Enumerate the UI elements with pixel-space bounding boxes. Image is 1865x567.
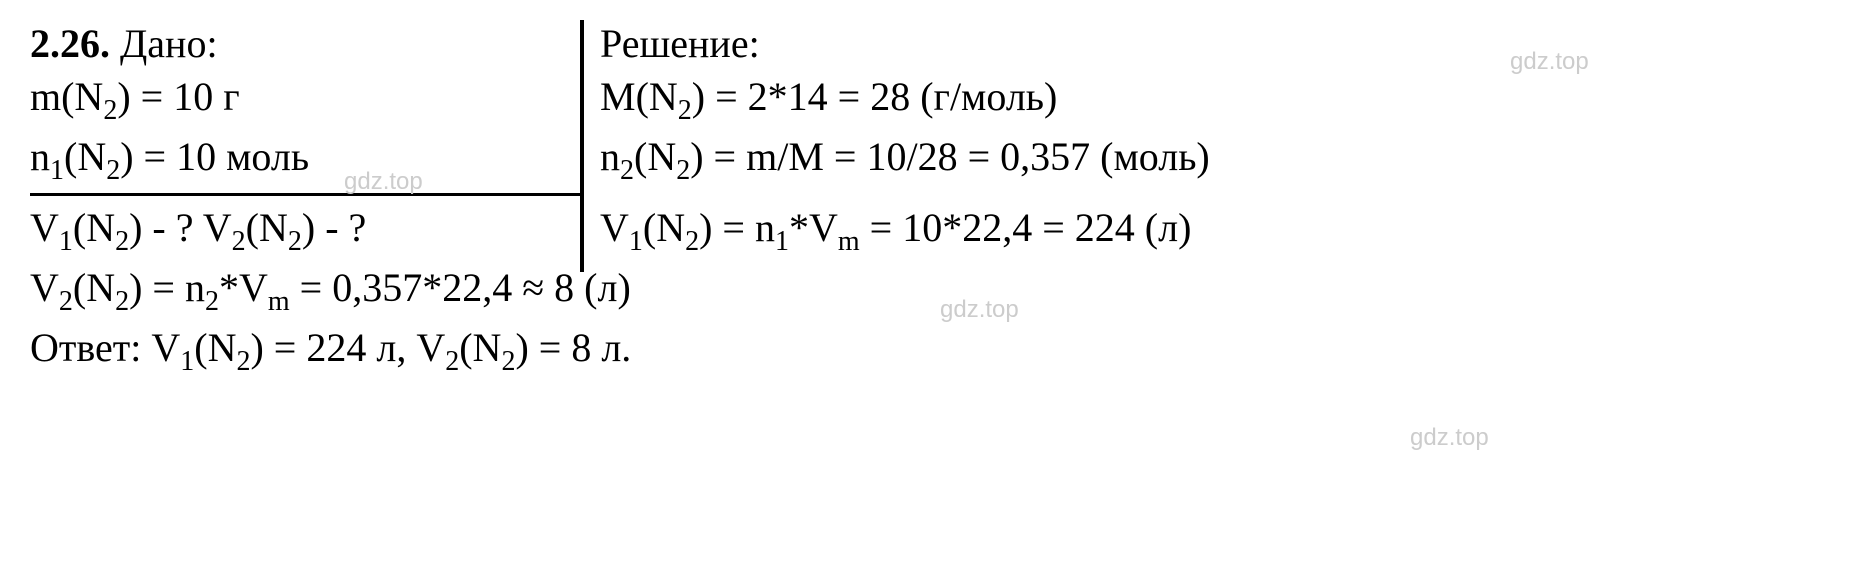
row-2: n1(N2) = 10 моль n2(N2) = m/M = 10/28 = …: [30, 133, 1835, 187]
row-4: V2(N2) = n2*Vm = 0,357*22,4 ≈ 8 (л): [30, 264, 1835, 318]
answer-row: Ответ: V1(N2) = 224 л, V2(N2) = 8 л.: [30, 324, 1835, 378]
given-label: Дано:: [120, 21, 218, 66]
row-3: V1(N2) - ? V2(N2) - ? V1(N2) = n1*Vm = 1…: [30, 204, 1835, 258]
answer: Ответ: V1(N2) = 224 л, V2(N2) = 8 л.: [30, 324, 631, 378]
row-1: m(N2) = 10 г M(N2) = 2*14 = 28 (г/моль): [30, 73, 1835, 127]
given-divider-line: [30, 193, 580, 196]
header-row: 2.26. Дано: Решение:: [30, 20, 1835, 67]
problem-number: 2.26.: [30, 21, 110, 66]
given-header: 2.26. Дано:: [30, 20, 580, 67]
answer-label: Ответ:: [30, 325, 141, 370]
find-volumes: V1(N2) - ? V2(N2) - ?: [30, 204, 580, 258]
solution-v1: V1(N2) = n1*Vm = 10*22,4 = 224 (л): [580, 204, 1835, 258]
solution-header: Решение:: [580, 20, 1835, 67]
given-moles: n1(N2) = 10 моль: [30, 133, 580, 187]
solution-label: Решение:: [600, 21, 760, 66]
given-mass: m(N2) = 10 г: [30, 73, 580, 127]
solution-molar-mass: M(N2) = 2*14 = 28 (г/моль): [580, 73, 1835, 127]
solution-n2: n2(N2) = m/M = 10/28 = 0,357 (моль): [580, 133, 1835, 187]
solution-v2: V2(N2) = n2*Vm = 0,357*22,4 ≈ 8 (л): [30, 264, 631, 318]
watermark: gdz.top: [1410, 424, 1489, 452]
physics-problem: gdz.top gdz.top gdz.top gdz.top 2.26. Да…: [30, 20, 1835, 378]
